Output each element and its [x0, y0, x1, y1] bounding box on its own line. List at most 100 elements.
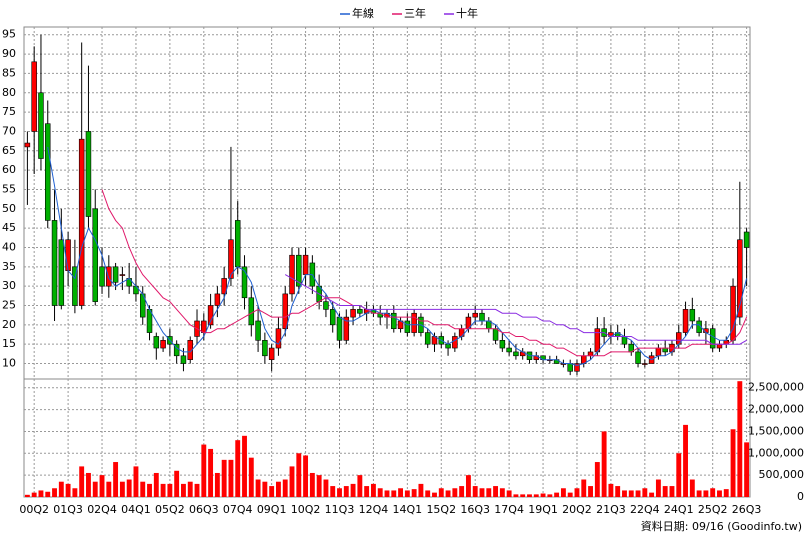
volume-bar	[235, 440, 241, 497]
volume-bar	[411, 489, 417, 497]
volume-bar	[248, 457, 254, 497]
volume-bar	[472, 486, 478, 497]
candle-body	[350, 309, 356, 318]
candle-body	[51, 220, 58, 306]
volume-bar	[194, 483, 200, 497]
candle-body	[567, 363, 573, 372]
x-tick-label: 16Q3	[460, 503, 490, 516]
volume-bar	[309, 472, 315, 497]
x-tick-label: 12Q4	[359, 503, 389, 516]
candle-body	[404, 320, 411, 333]
candle-body	[499, 340, 506, 349]
volume-bar	[242, 435, 247, 497]
x-tick-label: 24Q1	[664, 503, 694, 516]
candle-body	[743, 231, 750, 248]
y2-tick-label: 500,000	[759, 468, 805, 481]
volume-bar	[99, 475, 105, 497]
y-tick-label: 40	[2, 240, 16, 253]
candle-body	[492, 328, 499, 341]
candle-body	[289, 254, 295, 295]
volume-bar	[594, 462, 600, 497]
volume-bar	[38, 490, 44, 497]
volume-bar	[642, 488, 648, 497]
candle-body	[587, 351, 594, 357]
y-tick-label: 50	[2, 202, 16, 215]
volume-bar	[174, 470, 180, 497]
candle-body	[201, 320, 207, 333]
volume-bar	[737, 381, 743, 497]
x-tick-label: 05Q2	[155, 503, 185, 516]
candle-body	[635, 351, 641, 364]
candle-body	[513, 351, 519, 357]
volume-bar	[459, 486, 465, 497]
y-tick-label: 85	[2, 66, 16, 79]
volume-bar	[79, 466, 85, 497]
volume-bar	[567, 492, 573, 497]
candle-body	[78, 138, 85, 306]
candle-body	[716, 343, 723, 349]
candle-body	[221, 278, 227, 295]
candle-body	[180, 355, 187, 364]
candle-body	[424, 332, 431, 345]
volume-bar	[391, 490, 397, 497]
volume-bar	[479, 488, 485, 497]
volume-bar	[703, 490, 709, 497]
volume-bar	[228, 459, 234, 497]
candle-body	[296, 254, 302, 287]
candle-body	[160, 340, 166, 349]
volume-bar	[717, 490, 722, 497]
candle-body	[187, 340, 193, 360]
y-tick-label: 80	[2, 86, 16, 99]
volume-bar	[58, 481, 64, 497]
volume-bar	[140, 481, 146, 497]
candle-body	[38, 92, 44, 159]
candle-body	[655, 347, 662, 357]
candle-body	[682, 309, 689, 333]
y2-tick-label: 1,000,000	[748, 446, 804, 459]
candle-body	[696, 320, 702, 333]
x-tick-label: 21Q3	[596, 503, 626, 516]
volume-bar	[418, 483, 424, 497]
x-tick-label: 00Q2	[19, 503, 49, 516]
volume-bar	[133, 466, 139, 497]
volume-bar	[744, 442, 750, 497]
x-tick-label: 26Q3	[732, 503, 762, 516]
volume-bar	[398, 488, 404, 497]
candle-body	[506, 347, 512, 353]
volume-bar	[649, 492, 655, 497]
volume-bar	[106, 481, 112, 497]
x-tick-label: 09Q1	[257, 503, 287, 516]
candle-body	[662, 347, 668, 353]
ma-line	[47, 146, 748, 367]
legend: 年線 三年 十年	[340, 6, 478, 20]
volume-bar	[493, 486, 499, 497]
volume-bar	[330, 486, 336, 497]
volume-bar	[432, 492, 437, 497]
volume-bar	[628, 490, 634, 497]
volume-bar	[24, 494, 30, 497]
volume-bar	[323, 479, 329, 497]
source-note: 資料日期: 09/16 (Goodinfo.tw)	[641, 519, 802, 533]
x-tick-label: 01Q3	[53, 503, 83, 516]
candle-body	[255, 320, 261, 341]
volume-bar	[615, 486, 621, 497]
candle-body	[214, 293, 221, 306]
x-tick-label: 14Q1	[393, 503, 423, 516]
volume-bar	[730, 429, 736, 497]
candle-body	[234, 220, 241, 268]
volume-bar	[710, 488, 716, 497]
candle-body	[248, 297, 255, 326]
y-tick-label: 10	[2, 357, 16, 370]
volume-bar	[723, 489, 729, 497]
x-tick-label: 19Q1	[528, 503, 558, 516]
volume-bar	[370, 483, 376, 497]
volume-bar	[608, 483, 614, 497]
candle-body	[268, 347, 275, 360]
y-tick-label: 60	[2, 163, 16, 176]
x-tick-label: 10Q2	[291, 503, 321, 516]
y-tick-label: 45	[2, 221, 16, 234]
x-tick-label: 22Q4	[630, 503, 660, 516]
ma-line	[101, 189, 748, 357]
volume-bar	[289, 466, 295, 497]
